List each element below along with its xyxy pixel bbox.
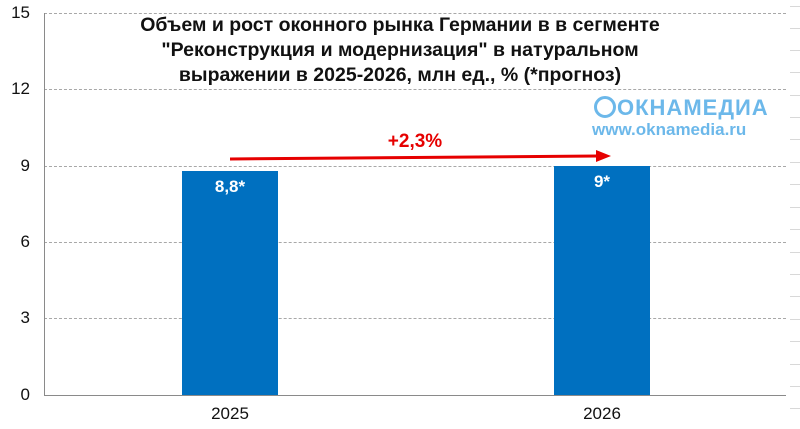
bar-2026: 9* xyxy=(554,166,650,395)
edge-tick xyxy=(790,72,800,73)
bar-2025: 8,8* xyxy=(182,171,278,395)
growth-arrow-icon xyxy=(229,150,611,162)
gridline-15 xyxy=(44,13,786,14)
edge-tick xyxy=(790,229,800,230)
edge-tick xyxy=(790,50,800,51)
y-axis xyxy=(44,13,45,395)
chart-title-line: Объем и рост оконного рынка Германии в в… xyxy=(140,14,660,36)
y-tick-label: 9 xyxy=(20,156,30,175)
gridline-6 xyxy=(44,242,786,243)
x-tick-label: 2026 xyxy=(583,404,621,423)
oknamedia-logo: ОКНАМЕДИА xyxy=(594,95,769,121)
y-tick-label: 3 xyxy=(20,308,30,327)
gridline-12 xyxy=(44,89,786,90)
edge-tick xyxy=(790,207,800,208)
gridline-9 xyxy=(44,166,786,167)
edge-tick xyxy=(790,139,800,140)
logo-text: ОКНАМЕДИА xyxy=(617,95,769,120)
edge-tick xyxy=(790,408,800,409)
y-tick-label: 0 xyxy=(20,385,30,404)
sun-icon xyxy=(594,96,616,118)
x-tick-label: 2025 xyxy=(211,404,249,423)
watermark-url: www.oknamedia.ru xyxy=(592,120,747,139)
y-tick-label: 6 xyxy=(20,232,30,251)
edge-tick xyxy=(790,341,800,342)
edge-tick xyxy=(790,184,800,185)
edge-tick xyxy=(790,319,800,320)
edge-tick xyxy=(790,95,800,96)
edge-tick xyxy=(790,296,800,297)
x-axis xyxy=(44,395,786,396)
edge-tick xyxy=(790,6,800,7)
chart-title: Объем и рост оконного рынка Германии в в… xyxy=(95,13,705,88)
edge-tick xyxy=(790,252,800,253)
y-tick-label: 15 xyxy=(11,3,30,22)
bar-value-label: 8,8* xyxy=(214,177,246,196)
edge-tick xyxy=(790,117,800,118)
edge-tick xyxy=(790,364,800,365)
edge-tick xyxy=(790,274,800,275)
chart-title-line: "Реконструкция и модернизация" в натурал… xyxy=(161,39,639,61)
growth-label: +2,3% xyxy=(387,131,443,152)
edge-tick xyxy=(790,162,800,163)
bar-value-label: 9* xyxy=(593,172,611,191)
gridline-3 xyxy=(44,318,786,319)
y-tick-label: 12 xyxy=(11,79,30,98)
edge-tick xyxy=(790,386,800,387)
chart-title-line: выражении в 2025-2026, млн ед., % (*прог… xyxy=(178,64,622,86)
edge-tick xyxy=(790,28,800,29)
